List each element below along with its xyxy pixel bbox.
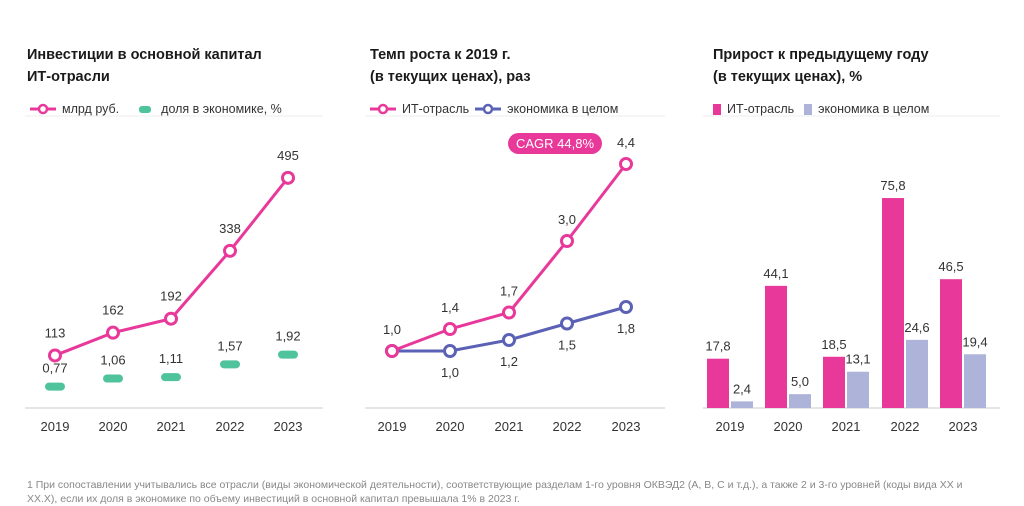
economy-bar	[789, 394, 811, 408]
data-label: 1,11	[159, 351, 183, 366]
data-label: 192	[160, 289, 182, 304]
data-label: 44,1	[763, 266, 788, 281]
data-label: 0,77	[42, 361, 67, 376]
x-tick-label: 2020	[99, 419, 128, 434]
data-label: 1,7	[500, 284, 518, 299]
data-label: 4,4	[617, 135, 635, 150]
data-label: 46,5	[938, 259, 963, 274]
data-point	[385, 344, 399, 358]
data-point	[502, 333, 516, 347]
data-label: 338	[219, 221, 241, 236]
legend-label: экономика в целом	[507, 102, 619, 116]
data-label: 13,1	[845, 352, 870, 367]
legend-label: доля в экономике, %	[161, 102, 282, 116]
cagr-badge: CAGR 44,8%	[508, 133, 603, 154]
share-marker	[161, 373, 181, 382]
x-tick-label: 2020	[436, 419, 465, 434]
data-label: 3,0	[558, 212, 576, 227]
data-point	[560, 234, 574, 248]
legend-label: ИТ-отрасль	[727, 102, 795, 116]
data-point	[502, 305, 516, 320]
data-label: 17,8	[705, 339, 730, 354]
data-label: 1,06	[100, 353, 125, 368]
it-bar	[823, 356, 845, 408]
data-point	[223, 243, 237, 258]
data-label: 18,5	[821, 337, 846, 352]
footnote: 1 При сопоставлении учитывались все отра…	[27, 479, 963, 505]
legend-swatch	[713, 103, 721, 115]
data-label: 24,6	[904, 320, 929, 335]
data-label: 1,2	[500, 354, 518, 369]
data-label: 495	[277, 148, 299, 163]
x-tick-label: 2022	[553, 419, 582, 434]
data-label: 162	[102, 303, 124, 318]
data-label: 1,0	[441, 365, 459, 380]
it-line	[391, 163, 628, 353]
x-tick-label: 2023	[949, 419, 978, 434]
data-point	[443, 322, 457, 336]
data-point	[619, 157, 633, 171]
x-tick-label: 2023	[274, 419, 303, 434]
data-point	[281, 170, 295, 185]
x-tick-label: 2019	[716, 419, 745, 434]
legend-label: млрд руб.	[62, 102, 120, 116]
share-marker	[103, 374, 123, 383]
data-point	[48, 348, 62, 363]
legend-swatch	[139, 105, 152, 113]
it-bar	[882, 198, 904, 408]
data-label: 2,4	[733, 381, 751, 396]
legend-label: ИТ-отрасль	[402, 102, 470, 116]
data-point	[164, 311, 178, 326]
investment-line	[54, 176, 290, 357]
it-bar	[765, 285, 787, 408]
data-label: 19,4	[962, 334, 987, 349]
data-label: 75,8	[880, 178, 905, 193]
chart2-title: Темп роста к 2019 г. (в текущих ценах), …	[370, 47, 531, 85]
chart1-legend: млрд руб. доля в экономике, %	[30, 102, 282, 116]
share-marker	[220, 360, 240, 369]
data-label: 1,92	[275, 329, 300, 344]
data-point	[560, 316, 574, 331]
data-label: 1,5	[558, 338, 576, 353]
chart2-legend: ИТ-отрасль экономика в целом	[370, 102, 618, 116]
economy-bar	[731, 401, 753, 408]
chart3-legend: ИТ-отрасль экономика в целом	[713, 102, 929, 116]
share-marker	[278, 350, 298, 359]
it-bar	[707, 358, 729, 408]
line-marker-icon	[475, 103, 502, 115]
x-tick-label: 2019	[41, 419, 70, 434]
chart1-title: Инвестиции в основной капитал ИТ-отрасли	[27, 47, 262, 85]
economy-bar	[906, 339, 928, 408]
x-tick-label: 2021	[495, 419, 524, 434]
legend-label: экономика в целом	[818, 102, 930, 116]
data-label: 1,57	[217, 338, 242, 353]
x-tick-label: 2023	[612, 419, 641, 434]
x-tick-label: 2021	[832, 419, 861, 434]
data-label: 1,4	[441, 300, 459, 315]
line-marker-icon	[370, 103, 396, 115]
data-point	[443, 344, 457, 358]
share-marker	[45, 382, 65, 391]
data-point	[106, 325, 120, 340]
data-point	[619, 300, 633, 314]
economy-bar	[847, 371, 869, 408]
x-tick-label: 2022	[891, 419, 920, 434]
data-label: 5,0	[791, 374, 809, 389]
x-tick-label: 2019	[378, 419, 407, 434]
x-tick-label: 2020	[774, 419, 803, 434]
line-marker-icon	[30, 103, 56, 115]
legend-swatch	[804, 103, 813, 115]
data-label: 113	[45, 325, 66, 340]
economy-bar	[964, 354, 986, 408]
x-tick-label: 2022	[216, 419, 245, 434]
data-label: 1,8	[617, 321, 635, 336]
data-label: 1,0	[383, 322, 401, 337]
x-tick-label: 2021	[157, 419, 186, 434]
chart3-title: Прирост к предыдущему году (в текущих це…	[713, 47, 929, 85]
it-bar	[940, 279, 962, 408]
